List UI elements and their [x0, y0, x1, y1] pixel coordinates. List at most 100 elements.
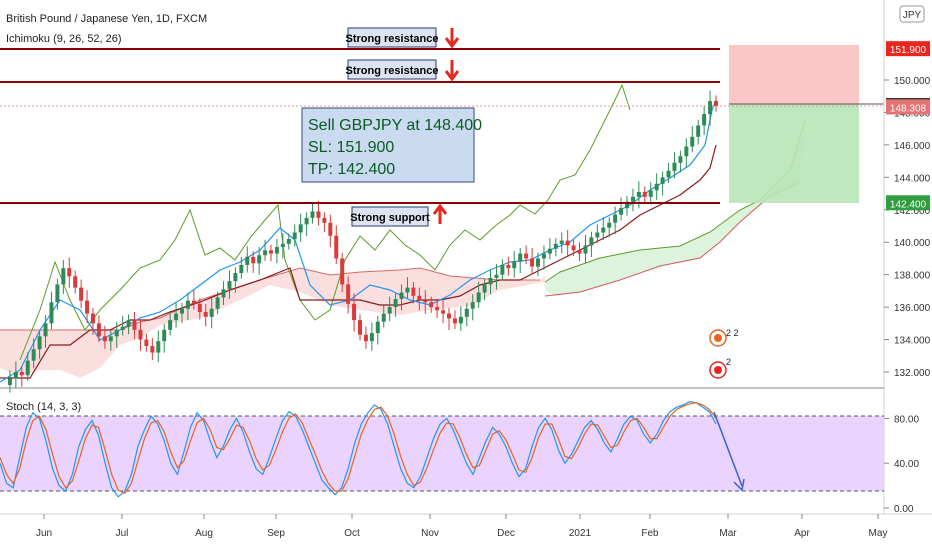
- candle-body: [37, 336, 42, 350]
- candle-body: [126, 320, 131, 327]
- candle-body: [714, 101, 718, 106]
- candle-body: [43, 323, 48, 337]
- stoch-label: Stoch (14, 3, 3): [6, 401, 81, 413]
- candle-body: [7, 378, 12, 385]
- stop-loss-zone: [729, 45, 859, 104]
- candle-body: [363, 334, 368, 342]
- candle-body: [648, 190, 653, 197]
- candle-body: [565, 240, 570, 246]
- time-tick-label: May: [869, 528, 888, 539]
- time-axis: Jun Jul Aug Sep Oct Nov Dec 2021 Feb Mar Apr May: [36, 514, 888, 539]
- stoch-band: [0, 416, 884, 491]
- candle-body: [512, 261, 517, 269]
- candle-body: [334, 235, 339, 259]
- candle-body: [120, 326, 125, 330]
- candle-body: [257, 255, 262, 264]
- candle-body: [500, 264, 505, 275]
- trade-tp-text: TP: 142.400: [308, 161, 395, 178]
- candle-body: [25, 360, 30, 376]
- candle-body: [191, 300, 196, 304]
- candle-body: [375, 321, 380, 334]
- candle-body: [108, 336, 113, 342]
- candle-body: [619, 208, 624, 215]
- candle-body: [559, 240, 564, 244]
- candle-body: [185, 300, 190, 309]
- candle-body: [613, 214, 618, 223]
- candle-body: [304, 217, 309, 225]
- candle-body: [423, 300, 428, 303]
- stoch-series-line: [0, 400, 717, 498]
- candle-body: [340, 258, 345, 285]
- candle-body: [625, 201, 629, 209]
- candle-body: [168, 320, 173, 330]
- candle-body: [660, 177, 665, 184]
- candle-body: [636, 191, 641, 197]
- candle-body: [506, 264, 511, 269]
- candle-body: [589, 237, 594, 246]
- candle-body: [286, 238, 291, 244]
- candle-body: [19, 372, 24, 376]
- candle-body: [482, 284, 487, 293]
- candle-body: [251, 256, 256, 264]
- kijun-sen: [0, 144, 717, 379]
- trade-entry-text: Sell GBPJPY at 148.400: [308, 117, 482, 134]
- trade-idea-box: [301, 107, 475, 183]
- candle-body: [292, 232, 297, 239]
- candle-body: [31, 349, 36, 361]
- candle-body: [476, 292, 481, 303]
- candle-body: [79, 287, 84, 301]
- stoch-lines: [0, 400, 717, 498]
- senkou-b: [544, 181, 801, 297]
- support-label-box: [351, 206, 429, 227]
- candle-body: [298, 224, 303, 233]
- candle-body: [215, 297, 220, 309]
- candles: [7, 90, 718, 393]
- currency-badge-label: JPY: [903, 10, 922, 21]
- cloud-bullish: [545, 120, 805, 296]
- candle-body: [73, 276, 78, 288]
- candle-body: [91, 313, 95, 324]
- candle-body: [381, 313, 386, 322]
- candle-body: [280, 243, 285, 248]
- resistance-label-1: Strong resistance: [346, 33, 439, 45]
- price-tick-label: 136.000: [894, 303, 931, 314]
- resistance-label-2: Strong resistance: [346, 65, 439, 77]
- candle-body: [358, 320, 362, 335]
- candle-body: [547, 248, 552, 254]
- candle-body: [553, 243, 558, 249]
- candle-body: [464, 308, 469, 317]
- candle-body: [263, 250, 268, 256]
- arrow-down-icon: [444, 28, 460, 49]
- price-tick-label: 144.000: [894, 173, 931, 184]
- candle-body: [233, 273, 238, 282]
- svg-text:2 2: 2 2: [726, 328, 739, 338]
- candle-body: [595, 232, 600, 238]
- price-tag-label: 151.900: [890, 45, 927, 56]
- candle-body: [393, 299, 398, 308]
- candle-body: [13, 372, 18, 379]
- resistance-label-box-2: [347, 59, 437, 80]
- candle-body: [452, 318, 457, 324]
- chart-title: British Pound / Japanese Yen, 1D, FXCM: [6, 13, 207, 25]
- candle-body: [346, 284, 351, 304]
- candle-body: [102, 336, 107, 342]
- time-tick-label: Aug: [195, 528, 213, 539]
- candle-body: [203, 311, 208, 317]
- stoch-tick-label: 0.00: [894, 504, 914, 515]
- candle-body: [678, 156, 683, 163]
- chikou-span: [19, 83, 631, 361]
- candle-body: [316, 211, 321, 218]
- candle-body: [227, 281, 232, 290]
- candle-body: [85, 300, 90, 314]
- candle-body: [577, 250, 582, 254]
- candle-body: [221, 289, 226, 298]
- take-profit-zone: [729, 104, 859, 203]
- candle-body: [245, 256, 250, 265]
- price-tick-label: 134.000: [894, 336, 931, 347]
- candle-body: [530, 258, 535, 267]
- stoch-arrow-icon: [713, 411, 745, 492]
- price-tick-label: 140.000: [894, 238, 931, 249]
- candle-body: [132, 320, 137, 330]
- currency-badge[interactable]: [899, 5, 925, 23]
- candle-body: [435, 307, 440, 311]
